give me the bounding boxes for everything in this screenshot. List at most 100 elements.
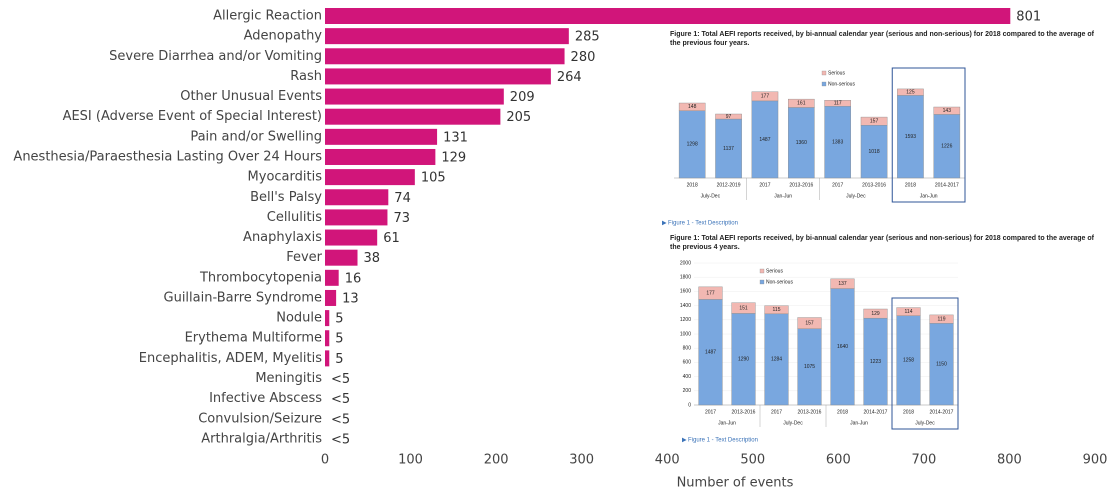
bar-segment [824, 106, 851, 179]
bar [325, 189, 389, 206]
data-label: 131 [443, 130, 468, 145]
x-tick-label: 2017 [832, 182, 843, 188]
x-tick-label: 500 [740, 453, 765, 468]
data-label: 137 [838, 281, 847, 287]
y-tick-label: Encephalitis, ADEM, Myelitis [139, 351, 322, 366]
y-tick-label: Anesthesia/Paraesthesia Lasting Over 24 … [13, 149, 322, 164]
y-tick-label: Pain and/or Swelling [190, 129, 322, 144]
y-tick-label: 1600 [680, 289, 691, 295]
bar-segment [751, 91, 779, 102]
x-tick-label: 2013-2016 [798, 409, 822, 415]
data-label: 117 [834, 101, 842, 107]
data-label: 161 [797, 101, 806, 107]
bar-segment [715, 113, 742, 120]
legend-label: Non-serious [766, 279, 793, 285]
y-tick-label: Erythema Multiforme [185, 331, 322, 346]
group-label: Jan-Jun [850, 420, 868, 426]
y-tick-label: Rash [290, 69, 322, 84]
data-label: 38 [364, 251, 381, 266]
bar [325, 249, 358, 266]
y-tick-label: 600 [683, 360, 692, 366]
bar-segment [824, 100, 851, 107]
bar [325, 269, 339, 286]
data-label: 125 [906, 89, 915, 95]
bar-segment [731, 302, 756, 314]
data-label: 177 [761, 94, 770, 100]
bar-segment [933, 106, 961, 115]
data-label: <5 [331, 412, 350, 427]
y-tick-label: 1000 [680, 331, 691, 337]
data-label: 205 [506, 110, 531, 125]
bar-segment [678, 110, 706, 179]
bar [325, 148, 436, 165]
y-tick-label: Bell's Palsy [250, 190, 322, 205]
bar [325, 209, 388, 226]
x-tick-label: 200 [484, 453, 509, 468]
data-label: 143 [943, 108, 952, 114]
data-label: 148 [688, 104, 697, 110]
group-label: July-Dec [915, 420, 935, 426]
y-tick-label: Adenopathy [244, 29, 323, 44]
y-tick-label: 1400 [680, 303, 691, 309]
x-tick-label: 2017 [705, 409, 716, 415]
y-tick-label: Other Unusual Events [180, 89, 322, 104]
link-arrow: ▶ [662, 221, 667, 227]
bar [325, 108, 501, 125]
data-label: <5 [331, 392, 350, 407]
data-label: 1226 [941, 144, 952, 150]
bar [325, 128, 438, 145]
y-tick-label: 200 [683, 388, 692, 394]
bar-segment [797, 317, 822, 329]
data-label: 119 [938, 316, 946, 322]
legend-swatch [759, 268, 765, 274]
bar-segment [897, 88, 924, 96]
bar [325, 169, 415, 186]
y-tick-label: Thrombocytopenia [199, 270, 322, 285]
bar [325, 48, 565, 65]
bar-segment [929, 314, 954, 324]
x-tick-label: 2018 [903, 409, 914, 415]
data-label: 5 [335, 312, 343, 327]
data-label: 129 [871, 311, 880, 317]
bar-segment [788, 98, 815, 108]
y-tick-label: Fever [286, 250, 322, 265]
x-tick-label: 300 [569, 453, 594, 468]
data-label: 115 [773, 307, 781, 313]
data-label: 1640 [837, 344, 848, 350]
data-label: 1360 [796, 140, 807, 146]
link-arrow: ▶ [682, 438, 687, 444]
bar-segment [764, 305, 789, 315]
data-label: 1593 [905, 134, 916, 140]
y-tick-label: Nodule [276, 311, 322, 326]
bar-segment [678, 102, 706, 111]
x-tick-label: 700 [911, 453, 936, 468]
bar [325, 229, 378, 246]
bar-segment [830, 278, 855, 289]
data-label: 280 [571, 50, 596, 65]
x-tick-label: 2018 [905, 182, 916, 188]
data-label: 74 [394, 191, 411, 206]
figure-title: Figure 1: Total AEFI reports received, b… [670, 31, 1095, 47]
x-tick-label: 2018 [837, 409, 848, 415]
legend-swatch [759, 279, 765, 285]
figure-title-box: Figure 1: Total AEFI reports received, b… [670, 235, 1094, 251]
highlight-box [891, 297, 959, 430]
figure-title-box: Figure 1: Total AEFI reports received, b… [670, 31, 1095, 47]
x-tick-label: 2017 [759, 182, 770, 188]
data-label: 13 [342, 291, 359, 306]
x-tick-label: 2017 [771, 409, 782, 415]
data-label: 209 [510, 90, 535, 105]
data-label: 1137 [723, 146, 734, 152]
group-label: Jan-Jun [774, 193, 792, 199]
bar-segment [860, 116, 888, 126]
legend-swatch [821, 70, 827, 76]
bar [325, 289, 337, 306]
data-label: 1223 [870, 359, 881, 365]
data-label: 5 [335, 352, 343, 367]
legend-label: Non-serious [828, 81, 855, 87]
x-tick-label: 2012-2019 [717, 182, 741, 188]
y-tick-label: 400 [683, 374, 692, 380]
data-label: 157 [805, 320, 814, 326]
data-label: 5 [335, 332, 343, 347]
